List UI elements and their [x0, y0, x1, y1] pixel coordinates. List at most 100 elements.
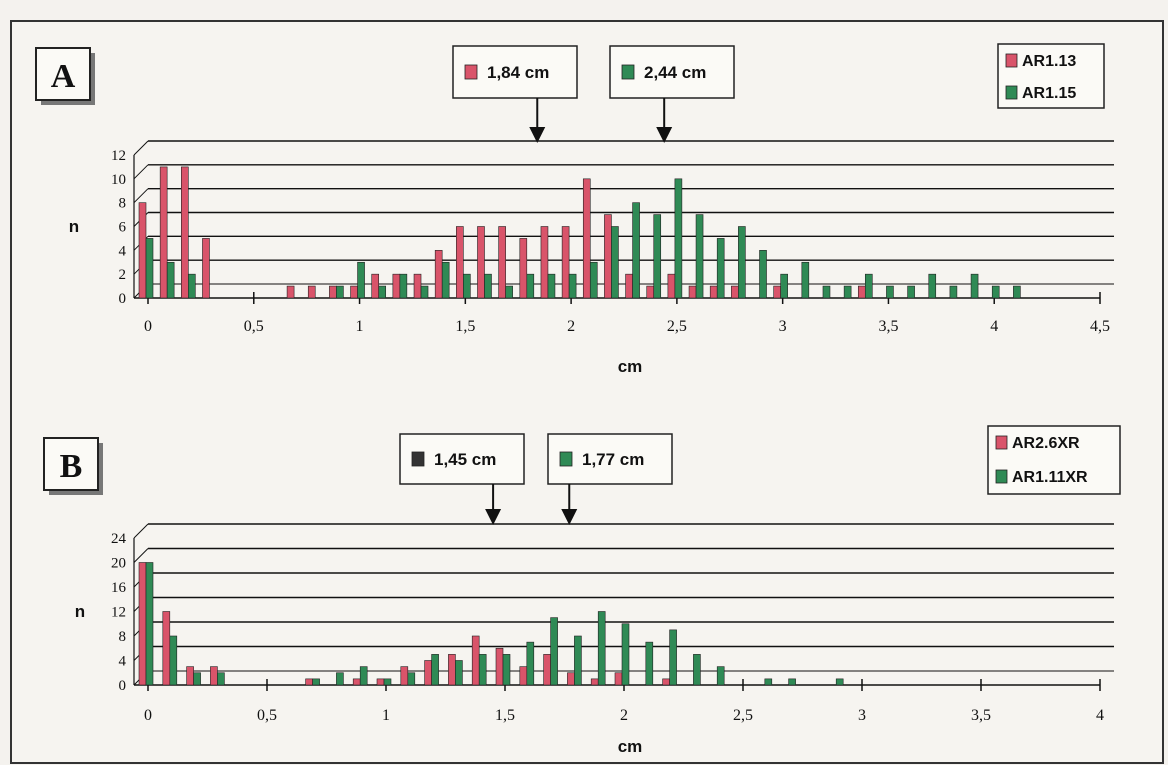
panel-a-bar-ar1-13	[646, 285, 655, 299]
panel-a-y-tick-label: 2	[119, 267, 127, 283]
panel-a-x-tick-label: 3	[779, 318, 787, 335]
panel-a-bar-ar1-15	[738, 226, 746, 299]
panel-a-bar-ar1-15	[505, 285, 513, 299]
panel-a-bar-ar1-15	[949, 285, 958, 299]
panel-b-y-tick-label: 20	[111, 556, 126, 572]
panel-b-bar-ar1-11xr	[574, 635, 582, 686]
panel-b-y-axis-label: n	[75, 602, 85, 621]
panel-b-bar-ar1-11xr	[526, 641, 535, 686]
panel-a-annotation-swatch	[464, 64, 478, 80]
panel-a-bar-ar1-15	[886, 285, 894, 299]
panel-a-bar-ar1-15	[970, 273, 979, 299]
panel-a-gridline-side	[133, 140, 149, 156]
panel-b-bar-ar2-6xr	[471, 635, 480, 686]
panel-b-bar-ar2-6xr	[138, 562, 147, 686]
panel-a-bar-ar1-15	[526, 273, 535, 299]
panel-b-gridline-side	[133, 523, 149, 539]
panel-a-bar-ar1-13	[540, 226, 549, 299]
panel-b-bar-ar2-6xr	[210, 666, 218, 686]
panel-a-annotation-swatch	[621, 64, 635, 80]
panel-b-bar-ar1-11xr	[764, 678, 773, 686]
panel-a-bar-ar1-13	[138, 202, 147, 299]
panel-a-legend-swatch	[1005, 53, 1018, 68]
panel-a-bar-ar1-15	[653, 214, 662, 299]
panel-a-bar-ar1-15	[484, 273, 492, 299]
panel-a-bar-ar1-13	[434, 250, 443, 299]
panel-a-x-tick-label: 4	[990, 318, 998, 335]
panel-b-bar-ar2-6xr	[400, 666, 409, 686]
panel-a-bar-ar1-13	[329, 285, 337, 299]
panel-a-y-tick-label: 10	[111, 172, 126, 188]
panel-b-y-tick-label: 12	[111, 605, 126, 621]
panel-a-bar-ar1-13	[202, 238, 210, 299]
panel-a-bar-ar1-13	[625, 273, 633, 299]
panel-a-x-tick-label: 0	[144, 318, 152, 335]
panel-a-x-tick-label: 4,5	[1090, 318, 1110, 335]
panel-a-bar-ar1-15	[780, 273, 788, 299]
panel-a-annotation-arrow-head	[529, 127, 546, 143]
panel-b-bar-ar1-11xr	[217, 672, 225, 686]
panel-b-panel-label: B	[60, 448, 83, 485]
panel-b-bar-ar1-11xr	[597, 611, 606, 686]
panel-a-y-axis-label: n	[69, 217, 79, 236]
panel-a-bar-ar1-15	[378, 285, 387, 299]
panel-a-y-tick-label: 0	[119, 291, 127, 307]
panel-a-bar-ar1-15	[589, 261, 598, 299]
panel-a-bar-ar1-15	[463, 273, 471, 299]
panel-b-x-tick-label: 4	[1096, 707, 1104, 724]
panel-a-y-tick-label: 8	[119, 196, 127, 212]
panel-a-panel-label-box	[35, 47, 91, 101]
panel-b-annotation-arrow-head	[485, 509, 502, 525]
panel-b-bar-ar1-11xr	[621, 623, 630, 686]
panel-a-bar-ar1-13	[582, 178, 591, 299]
panel-b-x-tick-label: 0,5	[257, 707, 277, 724]
panel-b-bar-ar2-6xr	[305, 678, 313, 686]
panel-a-x-tick-label: 2,5	[667, 318, 687, 335]
panel-a-bar-ar1-15	[568, 273, 577, 299]
panel-a-bar-ar1-15	[991, 285, 1000, 299]
panel-b-bar-ar1-11xr	[312, 678, 320, 686]
panel-a-bar-ar1-15	[907, 285, 915, 299]
panel-a-x-tick-label: 2	[567, 318, 575, 335]
panel-a-x-tick-label: 1	[356, 318, 364, 335]
panel-b-bar-ar1-11xr	[550, 617, 558, 686]
panel-a-bar-ar1-13	[286, 285, 295, 299]
panel-a-bar-ar1-13	[413, 273, 422, 299]
panel-b-bar-ar2-6xr	[662, 678, 670, 686]
panel-b-bar-ar2-6xr	[376, 678, 385, 686]
panel-a-bar-ar1-15	[716, 238, 725, 299]
panel-a-y-tick-label: 4	[119, 243, 127, 259]
panel-b-gridline-side	[133, 548, 149, 563]
panel-b-legend-swatch	[995, 435, 1008, 450]
panel-a-x-tick-label: 3,5	[878, 318, 898, 335]
panel-a-bar-ar1-15	[547, 273, 556, 299]
panel-a-x-tick-label: 0,5	[244, 318, 264, 335]
panel-a-bar-ar1-13	[159, 166, 168, 299]
panel-a-bar-ar1-15	[441, 261, 450, 299]
panel-b-bar-ar1-11xr	[359, 666, 368, 686]
panel-a-bar-ar1-15	[674, 178, 683, 299]
panel-b-bar-ar2-6xr	[352, 678, 361, 686]
panel-b-annotation-label: 1,45 cm	[434, 450, 496, 469]
panel-a-bar-ar1-13	[392, 273, 401, 299]
panel-a-bar-ar1-13	[456, 226, 464, 299]
panel-b-panel-label-box	[43, 437, 99, 491]
panel-a-bar-ar1-13	[667, 273, 676, 299]
panel-a-gridline-side	[133, 188, 149, 204]
panel-b-annotation-arrow-head	[561, 509, 578, 525]
panel-a-bar-ar1-15	[357, 261, 365, 299]
panel-a-legend-swatch	[1005, 85, 1018, 100]
panel-b-bar-ar1-11xr	[693, 654, 701, 686]
panel-a-bar-ar1-15	[632, 202, 640, 299]
panel-a-bar-ar1-13	[857, 285, 866, 299]
panel-b-bar-ar2-6xr	[519, 666, 528, 686]
panel-a-legend-label: AR1.13	[1022, 53, 1076, 70]
panel-a-bar-ar1-13	[350, 285, 358, 299]
panel-b-x-tick-label: 3,5	[971, 707, 991, 724]
panel-b-x-axis-label: cm	[618, 737, 643, 756]
panel-b-annotation-swatch	[411, 451, 425, 467]
panel-b-bar-ar2-6xr	[543, 654, 551, 686]
panel-b-legend-label: AR1.11XR	[1012, 469, 1088, 486]
panel-a-bar-ar1-13	[773, 285, 781, 299]
panel-b-bar-ar2-6xr	[424, 660, 432, 686]
